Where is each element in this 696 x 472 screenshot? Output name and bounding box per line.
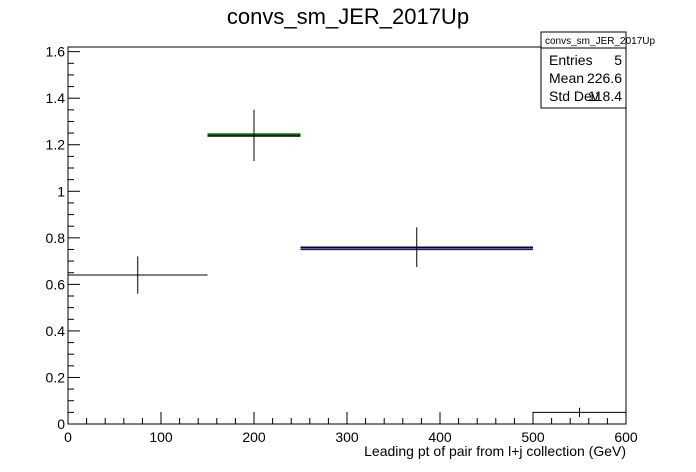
x-tick-label: 300	[335, 429, 359, 445]
y-tick-label: 0.8	[46, 230, 66, 246]
x-axis: 0 100 200 300 400 500 600	[64, 412, 638, 445]
stats-stddev-value: 118.4	[588, 88, 622, 104]
stats-stddev-label: Std Dev	[549, 88, 599, 104]
y-tick-label: 0	[57, 416, 65, 432]
stats-box-title: convs_sm_JER_2017Up	[545, 36, 655, 47]
data-marks	[68, 109, 626, 418]
x-axis-label: Leading pt of pair from l+j collection (…	[364, 443, 626, 459]
y-tick-label: 0.4	[46, 323, 66, 339]
stats-entries-label: Entries	[549, 52, 593, 68]
y-axis: 0 0.2 0.4 0.6 0.8 1 1.2 1.4 1.6	[46, 44, 80, 432]
x-tick-label: 500	[521, 429, 545, 445]
stats-mean-value: 226.6	[587, 70, 622, 86]
x-tick-label: 200	[242, 429, 266, 445]
x-tick-label: 600	[614, 429, 638, 445]
stats-mean-label: Mean	[549, 70, 584, 86]
x-tick-label: 400	[428, 429, 452, 445]
y-tick-label: 1.6	[46, 44, 66, 60]
stats-box-frame	[540, 31, 627, 109]
y-tick-label: 0.6	[46, 276, 66, 292]
chart-title: convs_sm_JER_2017Up	[227, 4, 469, 29]
y-tick-label: 0.2	[46, 369, 66, 385]
y-tick-label: 1	[57, 183, 65, 199]
y-tick-label: 1.2	[46, 137, 66, 153]
x-tick-label: 0	[64, 429, 72, 445]
y-tick-label: 1.4	[46, 90, 66, 106]
stats-entries-value: 5	[614, 52, 622, 68]
stats-box: convs_sm_JER_2017Up Entries 5 Mean 226.6…	[540, 31, 655, 109]
x-tick-label: 100	[149, 429, 173, 445]
